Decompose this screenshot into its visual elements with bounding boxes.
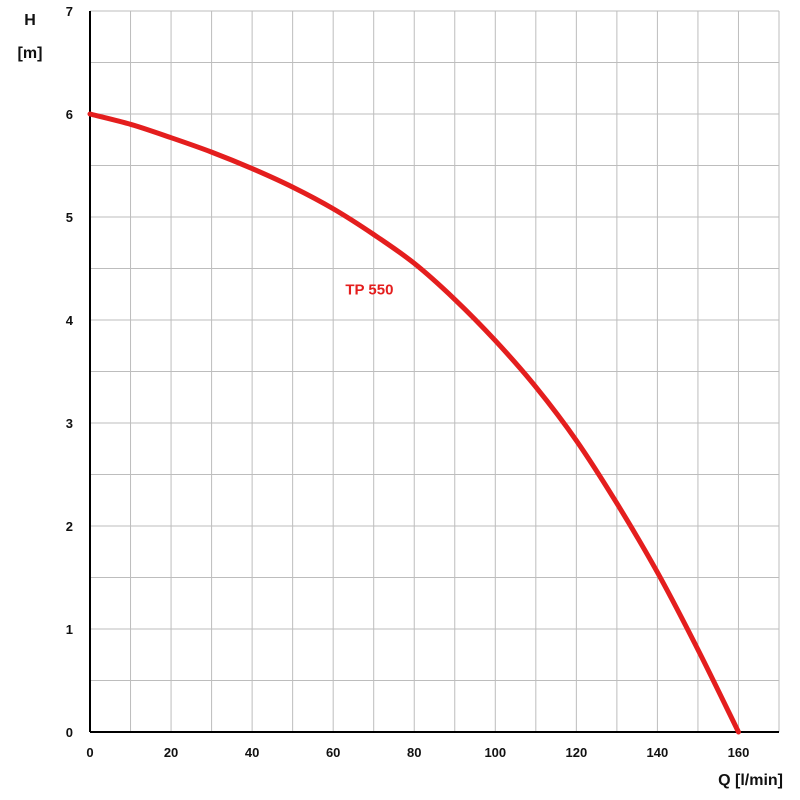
x-tick-label: 140 [647, 745, 669, 760]
tick-labels: 0 20 40 60 80 100 120 140 160 0 1 2 3 4 5 6 7 [66, 4, 750, 760]
x-tick-label: 120 [566, 745, 588, 760]
y-axis-label-h: H [24, 12, 36, 29]
y-tick-label: 2 [66, 519, 73, 534]
x-tick-label: 20 [164, 745, 178, 760]
y-axis-label-unit: [m] [18, 45, 43, 62]
y-tick-label: 6 [66, 107, 73, 122]
x-tick-label: 60 [326, 745, 340, 760]
x-tick-label: 100 [484, 745, 506, 760]
series-label-tp550: TP 550 [345, 281, 393, 298]
y-tick-label: 7 [66, 4, 73, 19]
axes [89, 11, 779, 733]
series-line-tp550 [87, 111, 741, 735]
x-axis-label: Q [l/min] [718, 772, 783, 789]
x-tick-label: 40 [245, 745, 259, 760]
x-tick-label: 160 [728, 745, 750, 760]
y-tick-label: 3 [66, 416, 73, 431]
x-tick-label: 0 [86, 745, 93, 760]
y-tick-label: 4 [66, 313, 74, 328]
x-tick-label: 80 [407, 745, 421, 760]
grid-lines [90, 10, 780, 732]
series-layer [87, 111, 741, 735]
y-tick-label: 0 [66, 725, 73, 740]
y-tick-label: 5 [66, 210, 73, 225]
y-tick-label: 1 [66, 622, 73, 637]
